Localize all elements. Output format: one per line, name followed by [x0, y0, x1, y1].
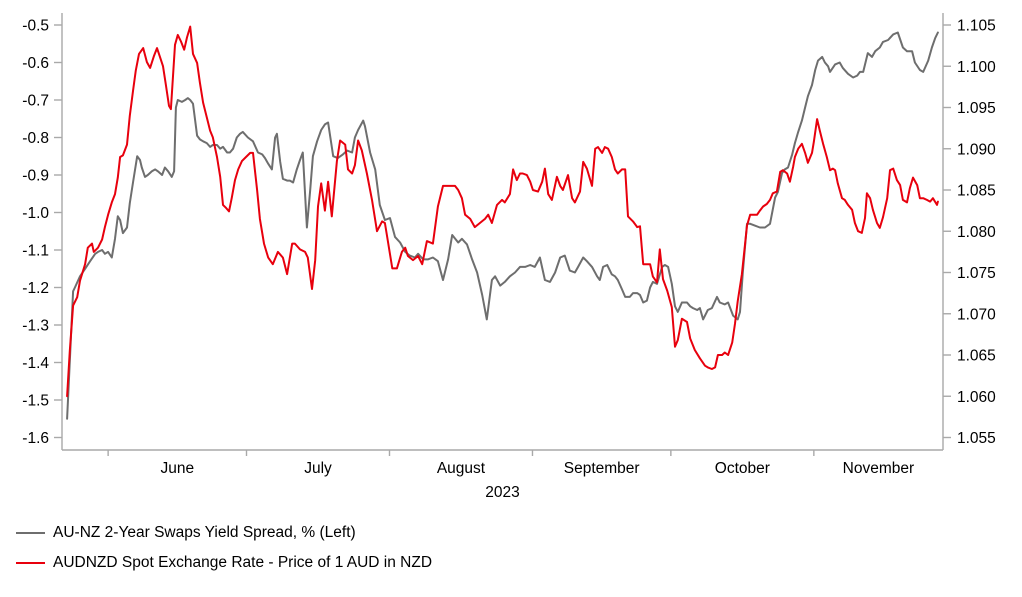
month-label-june: June: [161, 460, 195, 477]
right-tick-label: 1.070: [957, 306, 996, 323]
left-tick-label: -0.5: [22, 18, 49, 35]
right-tick-label: 1.080: [957, 224, 996, 241]
left-tick-label: -0.9: [22, 168, 49, 185]
month-label-november: November: [843, 460, 915, 477]
left-tick-label: -1.2: [22, 280, 49, 297]
right-tick-label: 1.100: [957, 59, 996, 76]
right-tick-label: 1.090: [957, 141, 996, 158]
left-tick-label: -0.7: [22, 93, 49, 110]
month-label-august: August: [437, 460, 486, 477]
left-tick-label: -1.3: [22, 318, 49, 335]
right-tick-label: 1.055: [957, 430, 996, 447]
chart-container: -0.5 -0.6 -0.7 -0.8 -0.9 -1.0 -1.1 -1.2 -1.3 -1.4…: [22, 13, 996, 501]
left-tick-label: -1.6: [22, 430, 49, 447]
legend-label-spread: AU-NZ 2-Year Swaps Yield Spread, % (Left…: [53, 524, 356, 541]
series-line-audnzd: [66, 25, 939, 398]
fx-line-marker-icon: [16, 562, 45, 564]
right-tick-label: 1.085: [957, 183, 996, 200]
year-label: 2023: [485, 484, 519, 501]
chart-legend: AU-NZ 2-Year Swaps Yield Spread, % (Left…: [16, 518, 432, 578]
left-tick-label: -1.1: [22, 243, 49, 260]
left-tick-label: -1.0: [22, 205, 49, 222]
month-label-july: July: [304, 460, 332, 477]
legend-label-fx: AUDNZD Spot Exchange Rate - Price of 1 A…: [53, 554, 433, 571]
series-line-yield-spread: [66, 31, 939, 420]
right-tick-label: 1.095: [957, 100, 996, 117]
month-label-september: September: [564, 460, 640, 477]
legend-item-spread: AU-NZ 2-Year Swaps Yield Spread, % (Left…: [16, 518, 432, 548]
right-tick-label: 1.065: [957, 348, 996, 365]
month-label-october: October: [715, 460, 770, 477]
right-tick-label: 1.060: [957, 389, 996, 406]
left-tick-label: -0.6: [22, 55, 49, 72]
spread-line-marker-icon: [16, 532, 45, 534]
left-tick-label: -1.4: [22, 355, 49, 372]
right-tick-label: 1.105: [957, 18, 996, 35]
chart-canvas: -0.5 -0.6 -0.7 -0.8 -0.9 -1.0 -1.1 -1.2 -1.3 -1.4…: [22, 13, 996, 501]
left-tick-label: -0.8: [22, 130, 49, 147]
legend-item-fx: AUDNZD Spot Exchange Rate - Price of 1 A…: [16, 548, 432, 578]
left-tick-label: -1.5: [22, 393, 49, 410]
right-tick-label: 1.075: [957, 265, 996, 282]
